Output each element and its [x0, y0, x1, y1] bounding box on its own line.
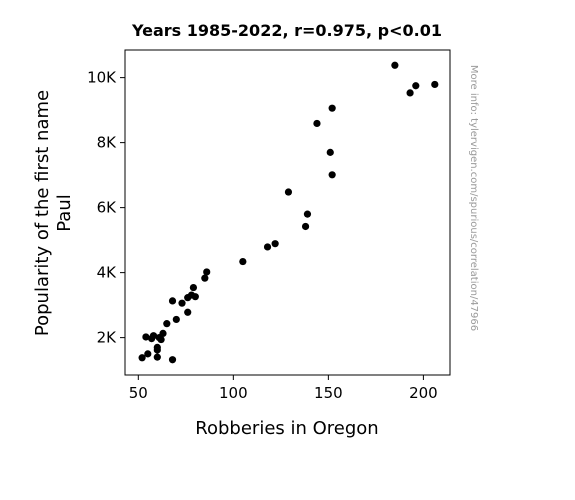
- data-point: [190, 284, 197, 291]
- data-point: [154, 346, 161, 353]
- data-point: [412, 82, 419, 89]
- data-point: [313, 120, 320, 127]
- data-point: [406, 89, 413, 96]
- y-axis-label-line2: Paul: [54, 194, 75, 232]
- y-axis: 2K 4K 6K 8K 10K: [87, 69, 125, 347]
- chart-title: Years 1985-2022, r=0.975, p<0.01: [131, 21, 442, 40]
- y-tick-label: 8K: [97, 134, 118, 152]
- y-axis-label-line1: Popularity of the first name: [32, 90, 53, 336]
- data-point: [304, 211, 311, 218]
- x-tick-label: 200: [409, 384, 438, 402]
- data-point: [178, 300, 185, 307]
- data-point: [239, 258, 246, 265]
- data-point: [173, 316, 180, 323]
- data-point: [169, 297, 176, 304]
- data-point: [163, 320, 170, 327]
- data-point: [201, 275, 208, 282]
- data-point: [329, 171, 336, 178]
- data-point: [169, 356, 176, 363]
- data-point: [159, 330, 166, 337]
- x-axis: 50 100 150 200: [129, 375, 438, 402]
- x-tick-label: 150: [314, 384, 343, 402]
- source-watermark: More info: tylervigen.com/spurious/corre…: [468, 65, 479, 331]
- x-tick-label: 50: [129, 384, 148, 402]
- y-tick-label: 4K: [97, 264, 118, 282]
- data-point: [144, 350, 151, 357]
- data-point: [285, 188, 292, 195]
- y-tick-label: 2K: [97, 329, 118, 347]
- data-point: [264, 243, 271, 250]
- data-point: [272, 240, 279, 247]
- data-point: [154, 354, 161, 361]
- data-point: [302, 223, 309, 230]
- plot-area: [125, 50, 450, 375]
- x-axis-label: Robberies in Oregon: [195, 418, 378, 439]
- data-point: [431, 81, 438, 88]
- x-tick-label: 100: [219, 384, 248, 402]
- data-point: [184, 309, 191, 316]
- data-point: [327, 149, 334, 156]
- data-point: [158, 336, 165, 343]
- data-point: [329, 105, 336, 112]
- y-tick-label: 6K: [97, 199, 118, 217]
- data-point: [203, 268, 210, 275]
- y-tick-label: 10K: [87, 69, 117, 87]
- data-point: [192, 293, 199, 300]
- data-point: [391, 62, 398, 69]
